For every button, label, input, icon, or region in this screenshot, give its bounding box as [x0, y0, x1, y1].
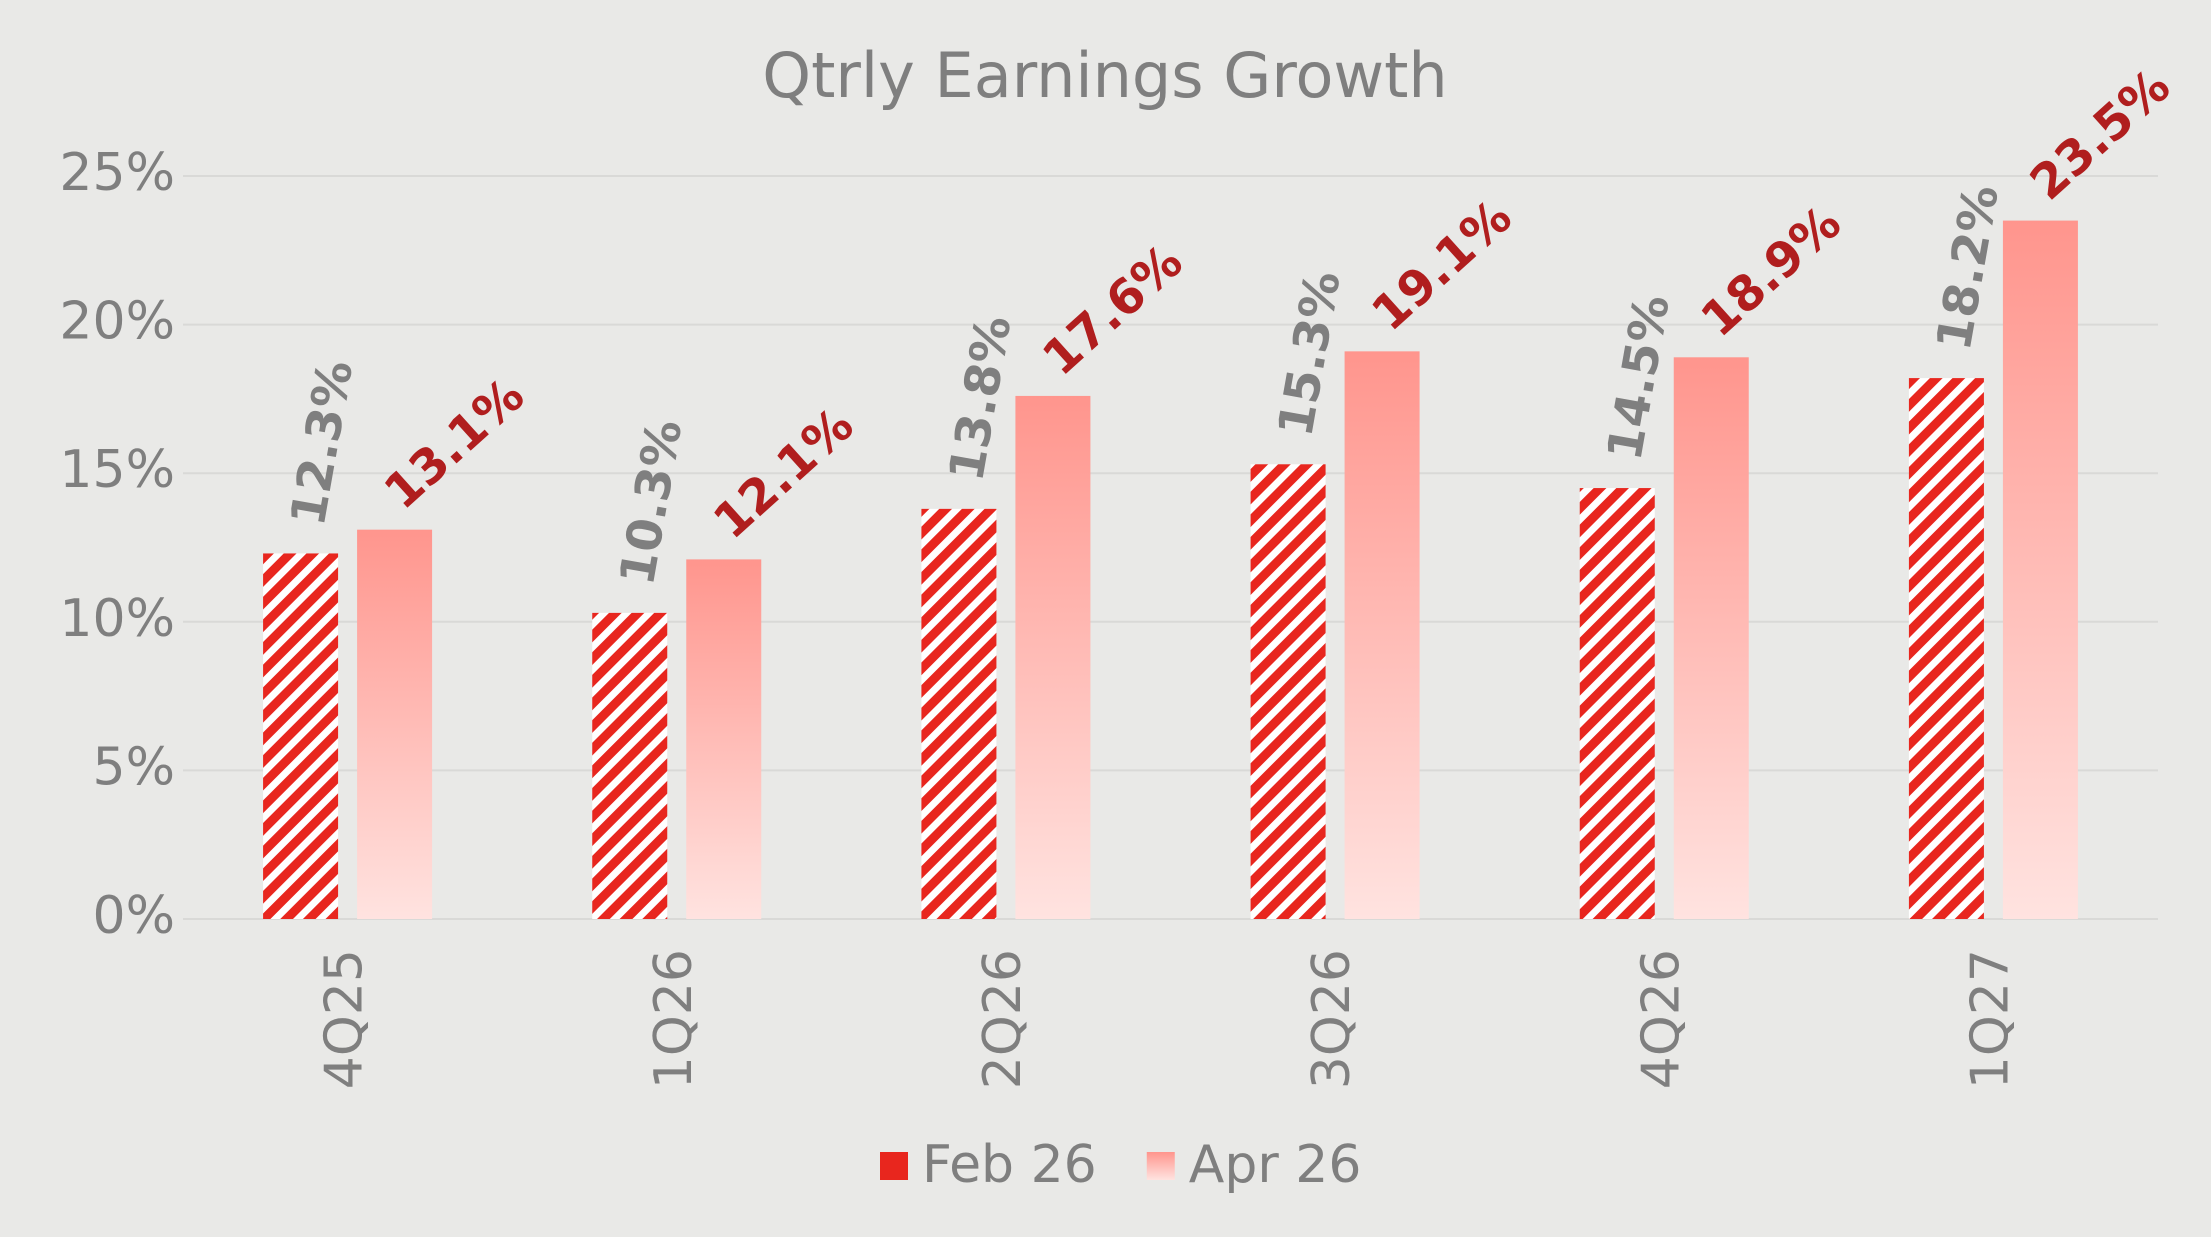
chart-title: Qtrly Earnings Growth	[762, 39, 1447, 112]
y-tick-label: 0%	[93, 886, 176, 946]
bar	[921, 508, 997, 919]
legend-swatch	[1146, 1152, 1175, 1180]
y-tick-label: 25%	[59, 143, 175, 203]
y-tick-label: 10%	[59, 589, 175, 649]
x-tick-label: 4Q26	[1631, 949, 1691, 1089]
bar	[686, 559, 762, 919]
y-tick-label: 15%	[59, 440, 175, 500]
x-tick-label: 1Q26	[644, 949, 704, 1089]
bar	[1015, 395, 1091, 920]
bar	[592, 612, 668, 919]
y-tick-label: 20%	[59, 292, 175, 352]
x-tick-label: 1Q27	[1960, 949, 2020, 1089]
bar	[1579, 488, 1655, 919]
x-tick-label: 4Q25	[315, 949, 375, 1089]
bar	[357, 529, 433, 919]
bar	[1673, 357, 1749, 919]
bar	[1250, 464, 1326, 919]
x-tick-label: 3Q26	[1302, 949, 1362, 1089]
legend-label: Apr 26	[1189, 1135, 1362, 1195]
bar	[1344, 351, 1420, 919]
bar	[263, 553, 339, 919]
legend-label: Feb 26	[922, 1135, 1097, 1195]
y-tick-label: 5%	[93, 737, 176, 797]
bar	[1908, 378, 1984, 919]
legend-swatch	[880, 1152, 908, 1180]
x-tick-label: 2Q26	[973, 949, 1033, 1089]
bar	[2002, 220, 2078, 919]
